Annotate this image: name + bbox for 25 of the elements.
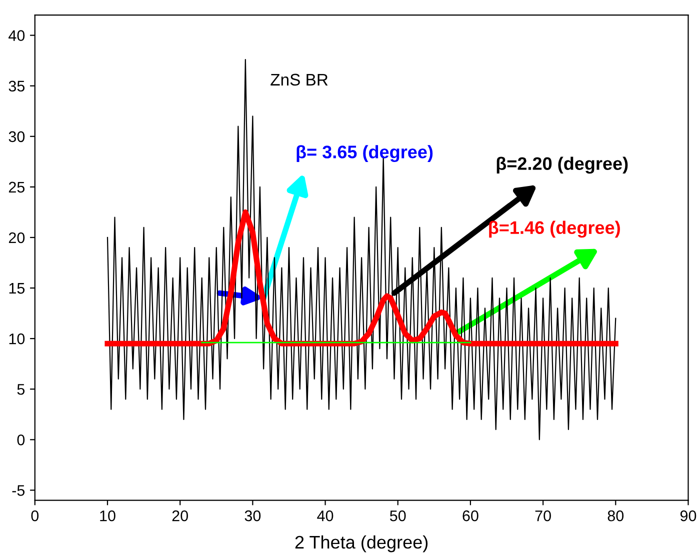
x-tick-label: 40	[317, 510, 334, 522]
x-tick-label: 30	[244, 510, 261, 522]
x-tick-label: 0	[31, 510, 39, 522]
annotation: β=1.46 (degree)	[489, 220, 620, 238]
x-tick-label: 50	[390, 510, 406, 522]
x-tick-label: 10	[100, 510, 116, 522]
y-tick-label: 10	[9, 333, 25, 344]
annotation: β= 3.65 (degree)	[296, 145, 433, 162]
y-tick-label: 30	[8, 131, 25, 142]
y-tick-label: 25	[8, 182, 25, 193]
x-tick-label: 70	[535, 510, 551, 522]
x-axis-title: 2 Theta (degree)	[295, 535, 428, 552]
x-tick-label: 80	[608, 510, 624, 522]
x-tick-label: 90	[680, 510, 696, 522]
y-tick-label: -5	[12, 485, 25, 496]
y-tick-label: 20	[8, 232, 25, 244]
x-tick-label: 20	[172, 510, 188, 522]
y-tick-label: 35	[8, 80, 25, 92]
y-tick-label: 0	[17, 434, 25, 446]
y-tick-label: 40	[8, 30, 25, 41]
annotation: β=2.20 (degree)	[496, 156, 628, 174]
y-tick-label: 5	[17, 384, 25, 395]
text: ZnS BR	[270, 74, 328, 86]
y-tick-label: 15	[9, 283, 25, 294]
x-tick-label: 60	[462, 510, 478, 522]
